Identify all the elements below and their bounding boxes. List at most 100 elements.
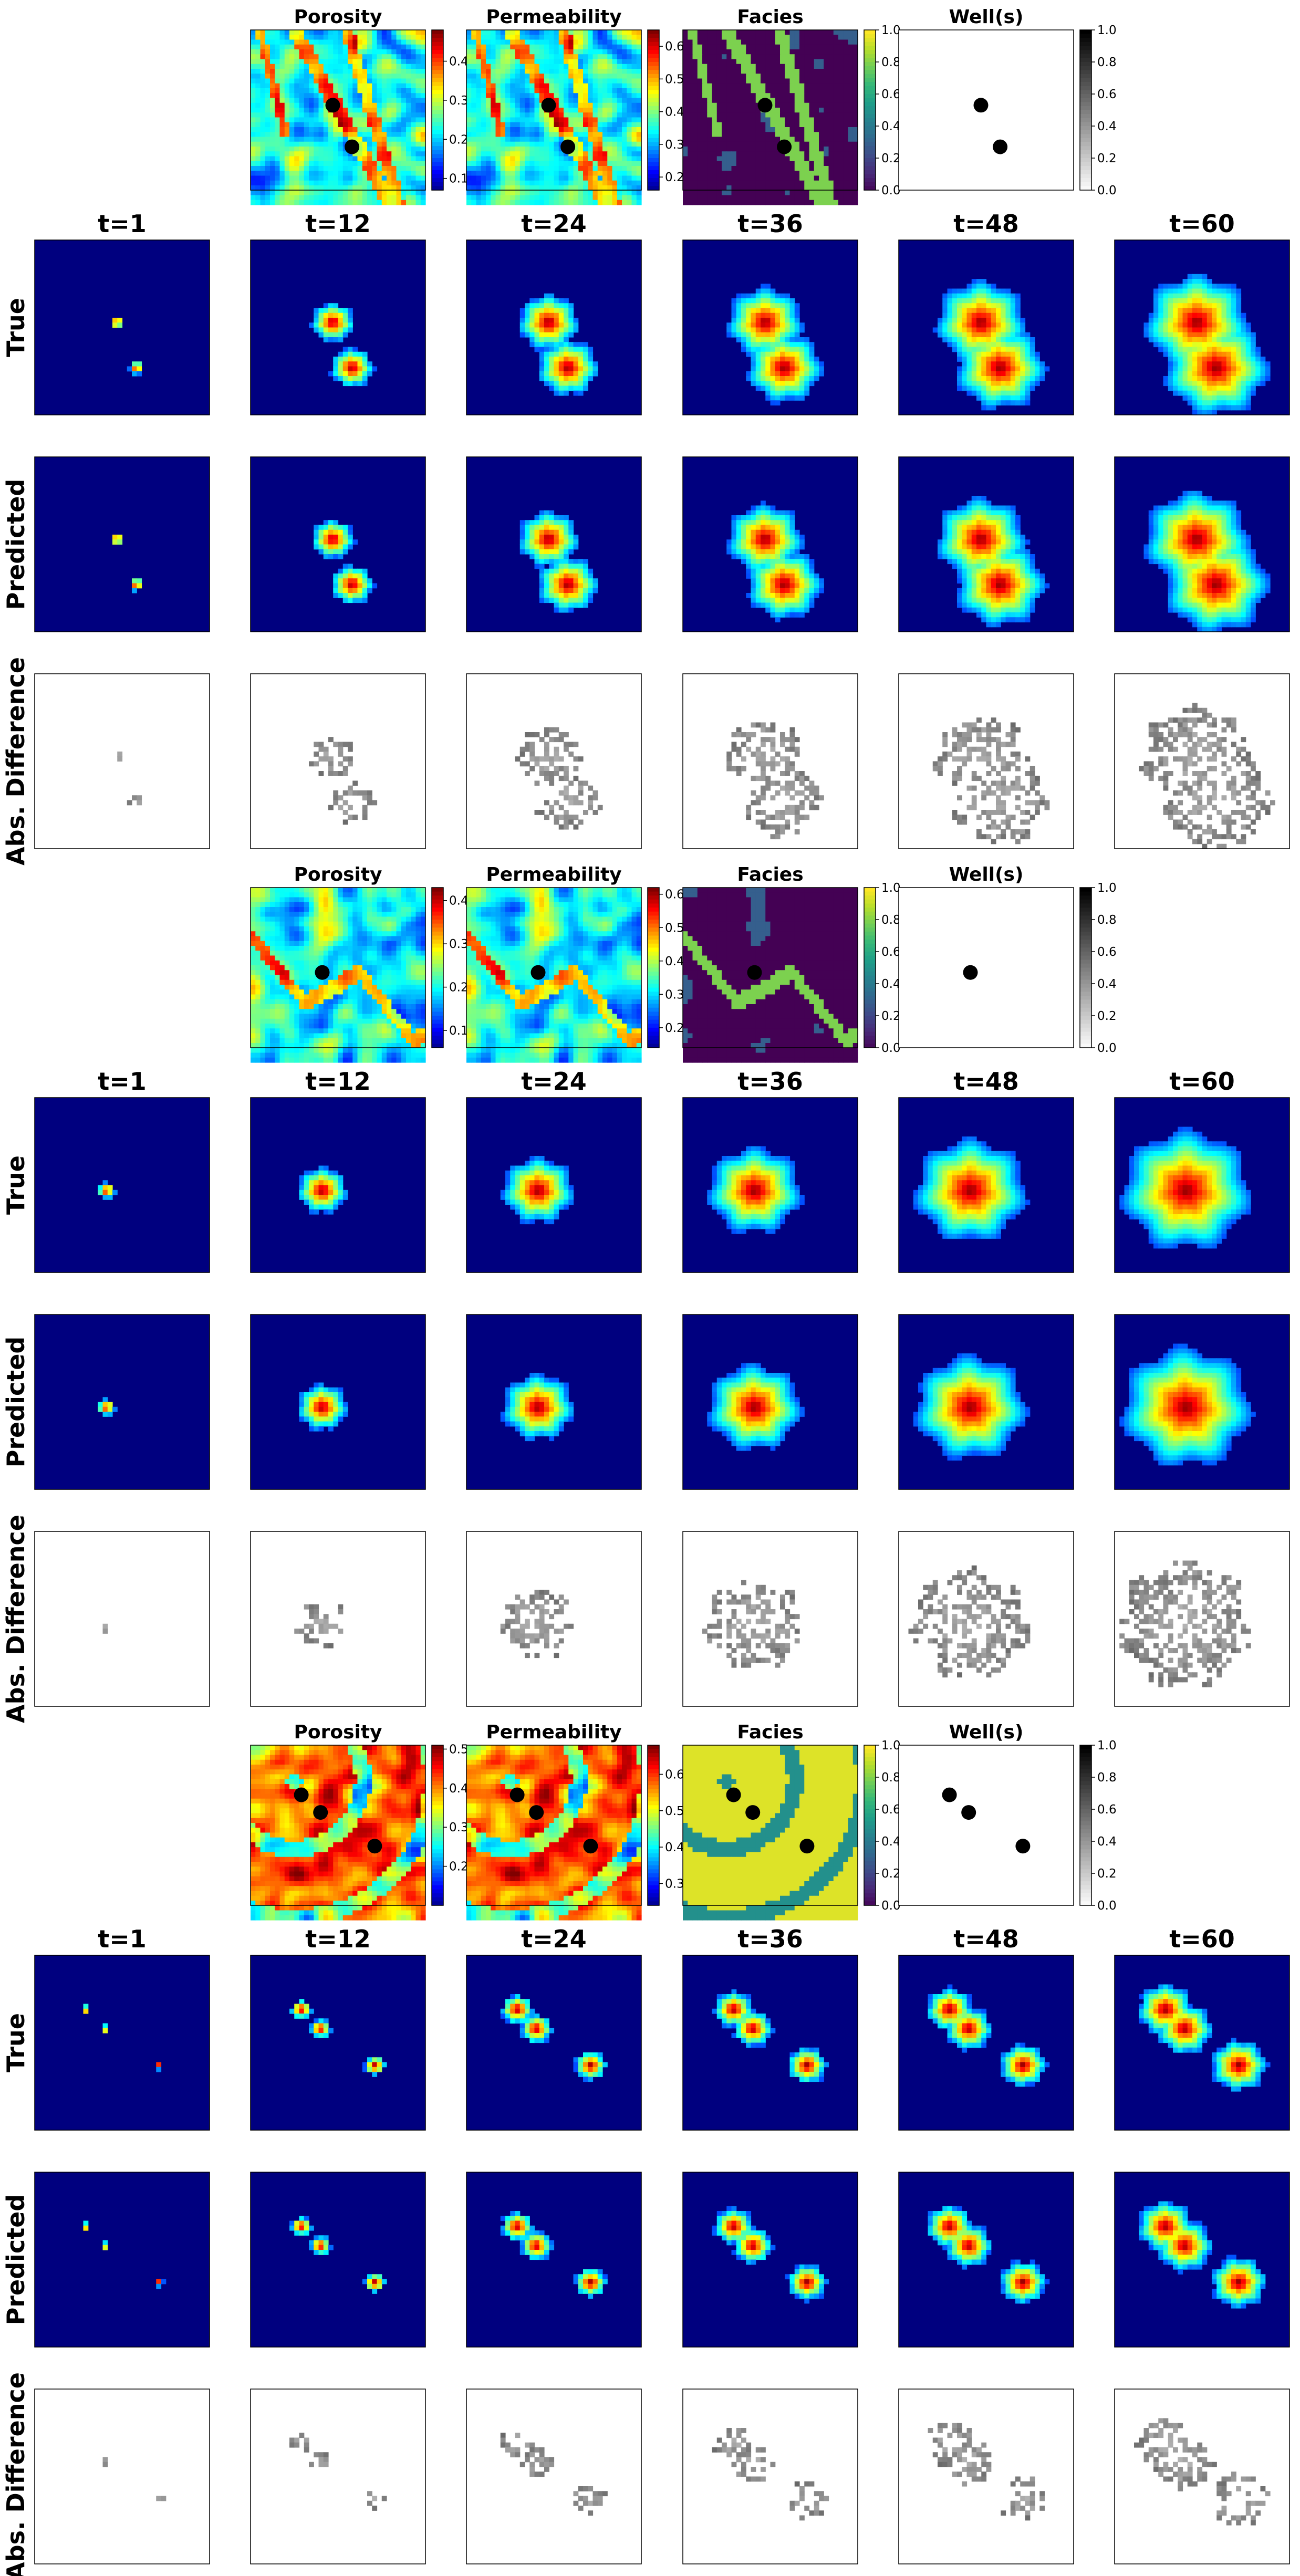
wells-colorbar-tick-label: 1.0: [1097, 1739, 1117, 1753]
well-marker: [726, 1787, 741, 1802]
true-map: [1114, 1097, 1290, 1273]
facies-colorbar-tick-label: 0.2: [881, 1867, 901, 1881]
facies-title: Facies: [737, 6, 803, 28]
row-label-predicted: Predicted: [2, 1337, 30, 1468]
facies-colorbar-tick-label: 0.4: [881, 977, 901, 991]
permeability-colorbar-tick-label: 0.2: [665, 1021, 684, 1035]
permeability-map: Permeability 0.2 0.3 0.4 0.5 0.6: [466, 6, 684, 205]
predicted-map: [34, 456, 210, 632]
wells-colorbar-tick-label: 0.6: [1097, 88, 1117, 101]
permeability-colorbar-tick-label: 0.5: [665, 1805, 684, 1818]
predicted-map: [898, 2172, 1074, 2348]
porosity-colorbar-tick-label: 0.5: [449, 1743, 469, 1756]
true-map: [250, 1955, 426, 2131]
predicted-map: [898, 456, 1074, 632]
case-1: Porosity0.10.20.30.4Permeability0.20.30.…: [2, 6, 1290, 865]
timestep-title: t=1: [98, 210, 147, 238]
well-marker: [963, 965, 978, 980]
true-map: [466, 239, 642, 415]
timestep-title: t=1: [98, 1925, 147, 1953]
timestep-title: t=1: [98, 1067, 147, 1096]
wells-colorbar-tick-label: 0.0: [1097, 1041, 1117, 1055]
wells-colorbar-tick-label: 0.6: [1097, 1803, 1117, 1817]
porosity-map: Porosity 0.1 0.2 0.3 0.4: [250, 864, 469, 1063]
facies-colorbar-tick-label: 0.6: [881, 88, 901, 101]
facies-colorbar-tick-label: 0.0: [881, 184, 901, 197]
abs-difference-map: [466, 673, 642, 849]
wells-colorbar-tick-label: 0.4: [1097, 977, 1117, 991]
wells-colorbar: 0.0 0.2 0.4 0.6 0.8 1.0: [1079, 24, 1117, 197]
facies-colorbar-tick-label: 1.0: [881, 24, 901, 37]
permeability-colorbar: 0.2 0.3 0.4 0.5 0.6: [647, 29, 684, 191]
permeability-colorbar: 0.2 0.3 0.4 0.5 0.6: [647, 887, 684, 1048]
porosity-map: Porosity 0.2 0.3 0.4 0.5: [250, 1722, 469, 1921]
porosity-colorbar-tick-label: 0.3: [449, 1821, 469, 1834]
permeability-colorbar-tick-label: 0.6: [665, 888, 684, 902]
facies-title: Facies: [737, 864, 803, 885]
porosity-colorbar-tick-label: 0.4: [449, 55, 469, 69]
permeability-colorbar-tick-label: 0.3: [665, 138, 684, 152]
predicted-map: [250, 2172, 426, 2348]
wells-colorbar-tick-label: 0.8: [1097, 56, 1117, 69]
abs-difference-map: [250, 1531, 426, 1707]
facies-colorbar-tick-label: 0.6: [881, 1803, 901, 1817]
predicted-map: [682, 456, 858, 632]
timestep-title: t=48: [953, 210, 1019, 238]
predicted-map: [682, 1314, 858, 1490]
porosity-colorbar-tick-label: 0.4: [449, 1782, 469, 1796]
row-label-predicted: Predicted: [2, 2194, 30, 2325]
row-label-abs-difference: Abs. Difference: [2, 2372, 30, 2576]
true-map: [250, 239, 426, 415]
wells-map: Well(s) 0.0 0.2 0.4 0.6 0.8 1.0: [898, 864, 1117, 1055]
well-marker: [757, 98, 773, 113]
wells-colorbar-tick-label: 0.6: [1097, 945, 1117, 959]
predicted-map: [1114, 1314, 1290, 1490]
predicted-map: [34, 1314, 210, 1490]
row-label-true: True: [2, 298, 30, 357]
permeability-colorbar-tick-label: 0.5: [665, 72, 684, 86]
wells-colorbar-tick-label: 0.8: [1097, 913, 1117, 927]
permeability-colorbar-tick-label: 0.3: [665, 988, 684, 1002]
porosity-colorbar-tick-label: 0.3: [449, 937, 469, 951]
row-label-abs-difference: Abs. Difference: [2, 1515, 30, 1723]
well-marker: [993, 139, 1008, 154]
well-marker: [777, 139, 792, 154]
timestep-title: t=48: [953, 1925, 1019, 1953]
predicted-map: [466, 456, 642, 632]
true-map: [250, 1097, 426, 1273]
abs-difference-map: [1114, 673, 1290, 849]
porosity-title: Porosity: [294, 864, 382, 885]
porosity-title: Porosity: [294, 1722, 382, 1743]
true-map: [466, 1955, 642, 2131]
permeability-colorbar-tick-label: 0.4: [665, 955, 684, 968]
facies-map: Facies 0.0 0.2 0.4 0.6 0.8 1.0: [682, 6, 901, 205]
predicted-map: [34, 2172, 210, 2348]
predicted-map: [466, 2172, 642, 2348]
wells-colorbar-tick-label: 0.0: [1097, 184, 1117, 197]
abs-difference-map: [682, 673, 858, 849]
porosity-colorbar-tick-label: 0.2: [449, 133, 469, 147]
case-2: Porosity0.10.20.30.4Permeability0.20.30.…: [2, 864, 1290, 1723]
predicted-map: [250, 1314, 426, 1490]
well-marker: [541, 98, 556, 113]
predicted-map: [1114, 456, 1290, 632]
predicted-map: [250, 456, 426, 632]
well-marker: [799, 1839, 815, 1854]
facies-colorbar-tick-label: 0.0: [881, 1899, 901, 1913]
true-map: [34, 1097, 210, 1273]
facies-colorbar: 0.0 0.2 0.4 0.6 0.8 1.0: [864, 1739, 901, 1913]
true-map: [34, 239, 210, 415]
true-map: [466, 1097, 642, 1273]
permeability-title: Permeability: [486, 1722, 621, 1743]
facies-colorbar-tick-label: 0.8: [881, 56, 901, 69]
porosity-map: Porosity 0.1 0.2 0.3 0.4: [250, 6, 469, 205]
abs-difference-map: [34, 2389, 210, 2564]
true-map: [682, 1955, 858, 2131]
wells-title: Well(s): [949, 6, 1024, 28]
true-map: [34, 1955, 210, 2131]
timestep-title: t=36: [737, 1925, 803, 1953]
wells-colorbar-tick-label: 0.8: [1097, 1771, 1117, 1785]
porosity-colorbar-tick-label: 0.1: [449, 172, 469, 186]
timestep-title: t=12: [305, 1067, 371, 1096]
